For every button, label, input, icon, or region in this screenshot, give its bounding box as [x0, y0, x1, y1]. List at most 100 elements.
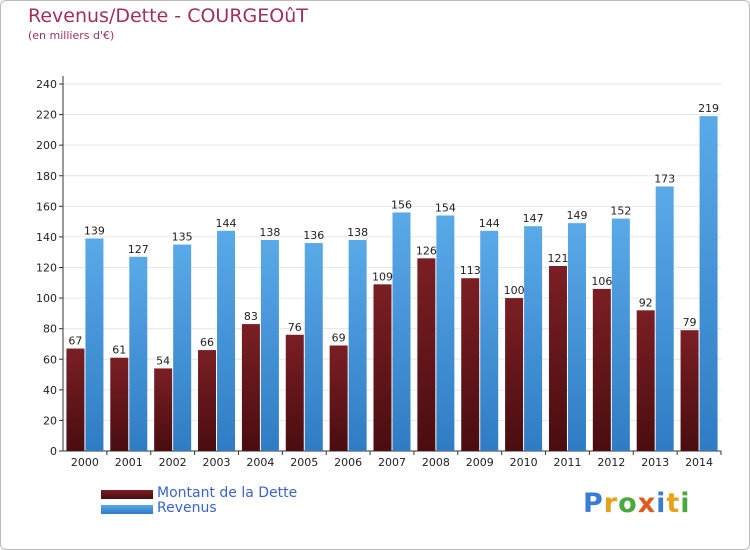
x-tick-label: 2000 [71, 456, 99, 469]
chart-title: Revenus/Dette - COURGEOûT [28, 5, 308, 27]
x-tick-label: 2008 [422, 456, 450, 469]
logo-letter: t [666, 488, 681, 519]
bar-debt [154, 368, 173, 451]
y-tick-label: 40 [43, 384, 57, 397]
data-label-debt: 76 [288, 321, 302, 334]
data-label-revenue: 136 [303, 229, 324, 242]
bar-debt [285, 334, 304, 451]
data-label-revenue: 149 [566, 209, 587, 222]
bar-debt [110, 357, 129, 451]
y-tick-label: 240 [36, 78, 57, 91]
data-label-revenue: 156 [391, 198, 412, 211]
x-tick-label: 2001 [115, 456, 143, 469]
x-tick-label: 2011 [553, 456, 581, 469]
y-tick-label: 200 [36, 139, 57, 152]
bar-debt [198, 350, 217, 451]
y-tick-label: 0 [50, 445, 57, 458]
bar-debt [505, 298, 524, 451]
data-label-revenue: 139 [84, 224, 105, 237]
bar-revenue [217, 230, 236, 451]
bar-revenue [392, 212, 411, 451]
chart-subtitle: (en milliers d'€) [28, 29, 115, 42]
bar-debt [66, 348, 85, 451]
legend-label-debt: Montant de la Dette [157, 485, 298, 501]
logo-letter: P [583, 488, 604, 519]
y-tick-label: 20 [43, 414, 57, 427]
logo-letter: i [680, 488, 691, 519]
bar-revenue [655, 186, 674, 451]
bar-revenue [173, 244, 192, 451]
x-tick-label: 2009 [466, 456, 494, 469]
bar-revenue [85, 238, 104, 451]
data-label-revenue: 154 [435, 202, 456, 215]
data-label-revenue: 127 [128, 243, 149, 256]
data-label-revenue: 138 [259, 226, 280, 239]
bar-revenue [260, 239, 279, 451]
data-label-debt: 106 [591, 275, 612, 288]
x-tick-label: 2005 [290, 456, 318, 469]
x-tick-label: 2004 [246, 456, 274, 469]
data-label-debt: 83 [244, 310, 258, 323]
bar-revenue [304, 243, 323, 451]
bar-revenue [348, 239, 367, 451]
x-tick-label: 2003 [203, 456, 231, 469]
bar-revenue [436, 215, 455, 451]
legend-label-revenue: Revenus [157, 500, 217, 516]
proxiti-logo: Proxiti [583, 488, 691, 519]
bar-debt [592, 288, 611, 451]
data-label-debt: 113 [460, 264, 481, 277]
data-label-revenue: 144 [479, 217, 500, 230]
logo-letter: x [637, 488, 657, 519]
bar-debt [548, 265, 567, 451]
data-label-debt: 66 [200, 336, 214, 349]
y-tick-label: 140 [36, 231, 57, 244]
data-label-debt: 100 [504, 284, 525, 297]
y-tick-label: 100 [36, 292, 57, 305]
data-label-debt: 92 [639, 296, 653, 309]
logo-letter: r [603, 488, 619, 519]
data-label-debt: 69 [332, 331, 346, 344]
bar-revenue [699, 116, 718, 452]
y-tick-label: 60 [43, 353, 57, 366]
bar-revenue [567, 223, 586, 451]
data-label-debt: 79 [683, 316, 697, 329]
data-label-debt: 54 [156, 354, 170, 367]
bar-revenue [129, 256, 148, 451]
data-label-revenue: 147 [523, 212, 544, 225]
y-tick-label: 120 [36, 262, 57, 275]
data-label-debt: 109 [372, 270, 393, 283]
logo-letter: o [618, 488, 638, 519]
legend-swatch-debt [101, 490, 153, 499]
bar-debt [417, 258, 436, 451]
bar-debt [241, 324, 260, 451]
x-tick-label: 2006 [334, 456, 362, 469]
y-tick-label: 160 [36, 200, 57, 213]
data-label-revenue: 135 [172, 231, 193, 244]
y-tick-label: 80 [43, 323, 57, 336]
data-label-debt: 67 [68, 335, 82, 348]
data-label-revenue: 173 [654, 172, 675, 185]
data-label-debt: 121 [547, 252, 568, 265]
y-tick-label: 220 [36, 109, 57, 122]
x-tick-label: 2013 [641, 456, 669, 469]
x-tick-label: 2007 [378, 456, 406, 469]
data-label-revenue: 138 [347, 226, 368, 239]
bar-debt [329, 345, 348, 451]
x-tick-label: 2012 [597, 456, 625, 469]
bar-debt [636, 310, 655, 451]
data-label-debt: 61 [112, 344, 126, 357]
x-tick-label: 2002 [159, 456, 187, 469]
data-label-revenue: 152 [610, 205, 631, 218]
x-tick-label: 2014 [685, 456, 713, 469]
bar-revenue [524, 226, 543, 451]
bar-debt [461, 278, 480, 451]
logo-letter: i [656, 488, 667, 519]
legend-swatch-revenue [101, 505, 153, 514]
data-label-revenue: 219 [698, 102, 719, 115]
data-label-debt: 126 [416, 244, 437, 257]
bar-debt [373, 284, 392, 451]
bar-revenue [611, 218, 630, 451]
y-tick-label: 180 [36, 170, 57, 183]
